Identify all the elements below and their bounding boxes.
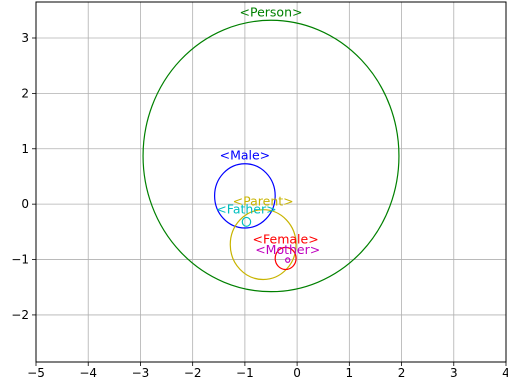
plot-frame [35,1,507,363]
x-tick-label: −4 [79,366,97,379]
x-tick-label: 1 [346,366,354,379]
circles [142,19,400,293]
circle-parent [229,209,297,281]
x-tick-label: 0 [293,366,301,379]
y-tick-label: 3 [21,31,29,45]
x-tick-label: 2 [398,366,406,379]
circle-person [142,19,400,293]
x-tick-label: −5 [27,366,45,379]
label-father: <Father> [216,201,276,216]
x-tick-label: 4 [502,366,508,379]
x-tick-label: −3 [132,366,150,379]
circle-labels: <Person> <Male> <Parent><Father> <Female><M… [216,4,320,257]
y-tick-label: 0 [21,197,29,211]
label-person: <Person> [240,4,303,19]
label-male: <Male> [220,148,271,163]
circle-male [213,163,276,229]
y-tick-label: −2 [11,308,29,322]
circle-father [241,216,252,227]
label-mother: <Mother> [255,242,320,257]
x-tick-label: 3 [450,366,458,379]
grid [35,2,507,362]
circle-mother [285,257,291,263]
ticks: −5 −4 −3 −2 −1 0 1 2 3 4 −2 −1 0 1 2 3 [11,31,508,379]
label-parent: <Parent> [233,194,294,209]
y-tick-label: −1 [11,253,29,267]
y-tick-label: 1 [21,142,29,156]
x-tick-label: −2 [184,366,202,379]
label-female: <Female> [253,231,319,246]
y-tick-label: 2 [21,86,29,100]
x-tick-label: −1 [236,366,254,379]
circle-female [274,246,297,271]
